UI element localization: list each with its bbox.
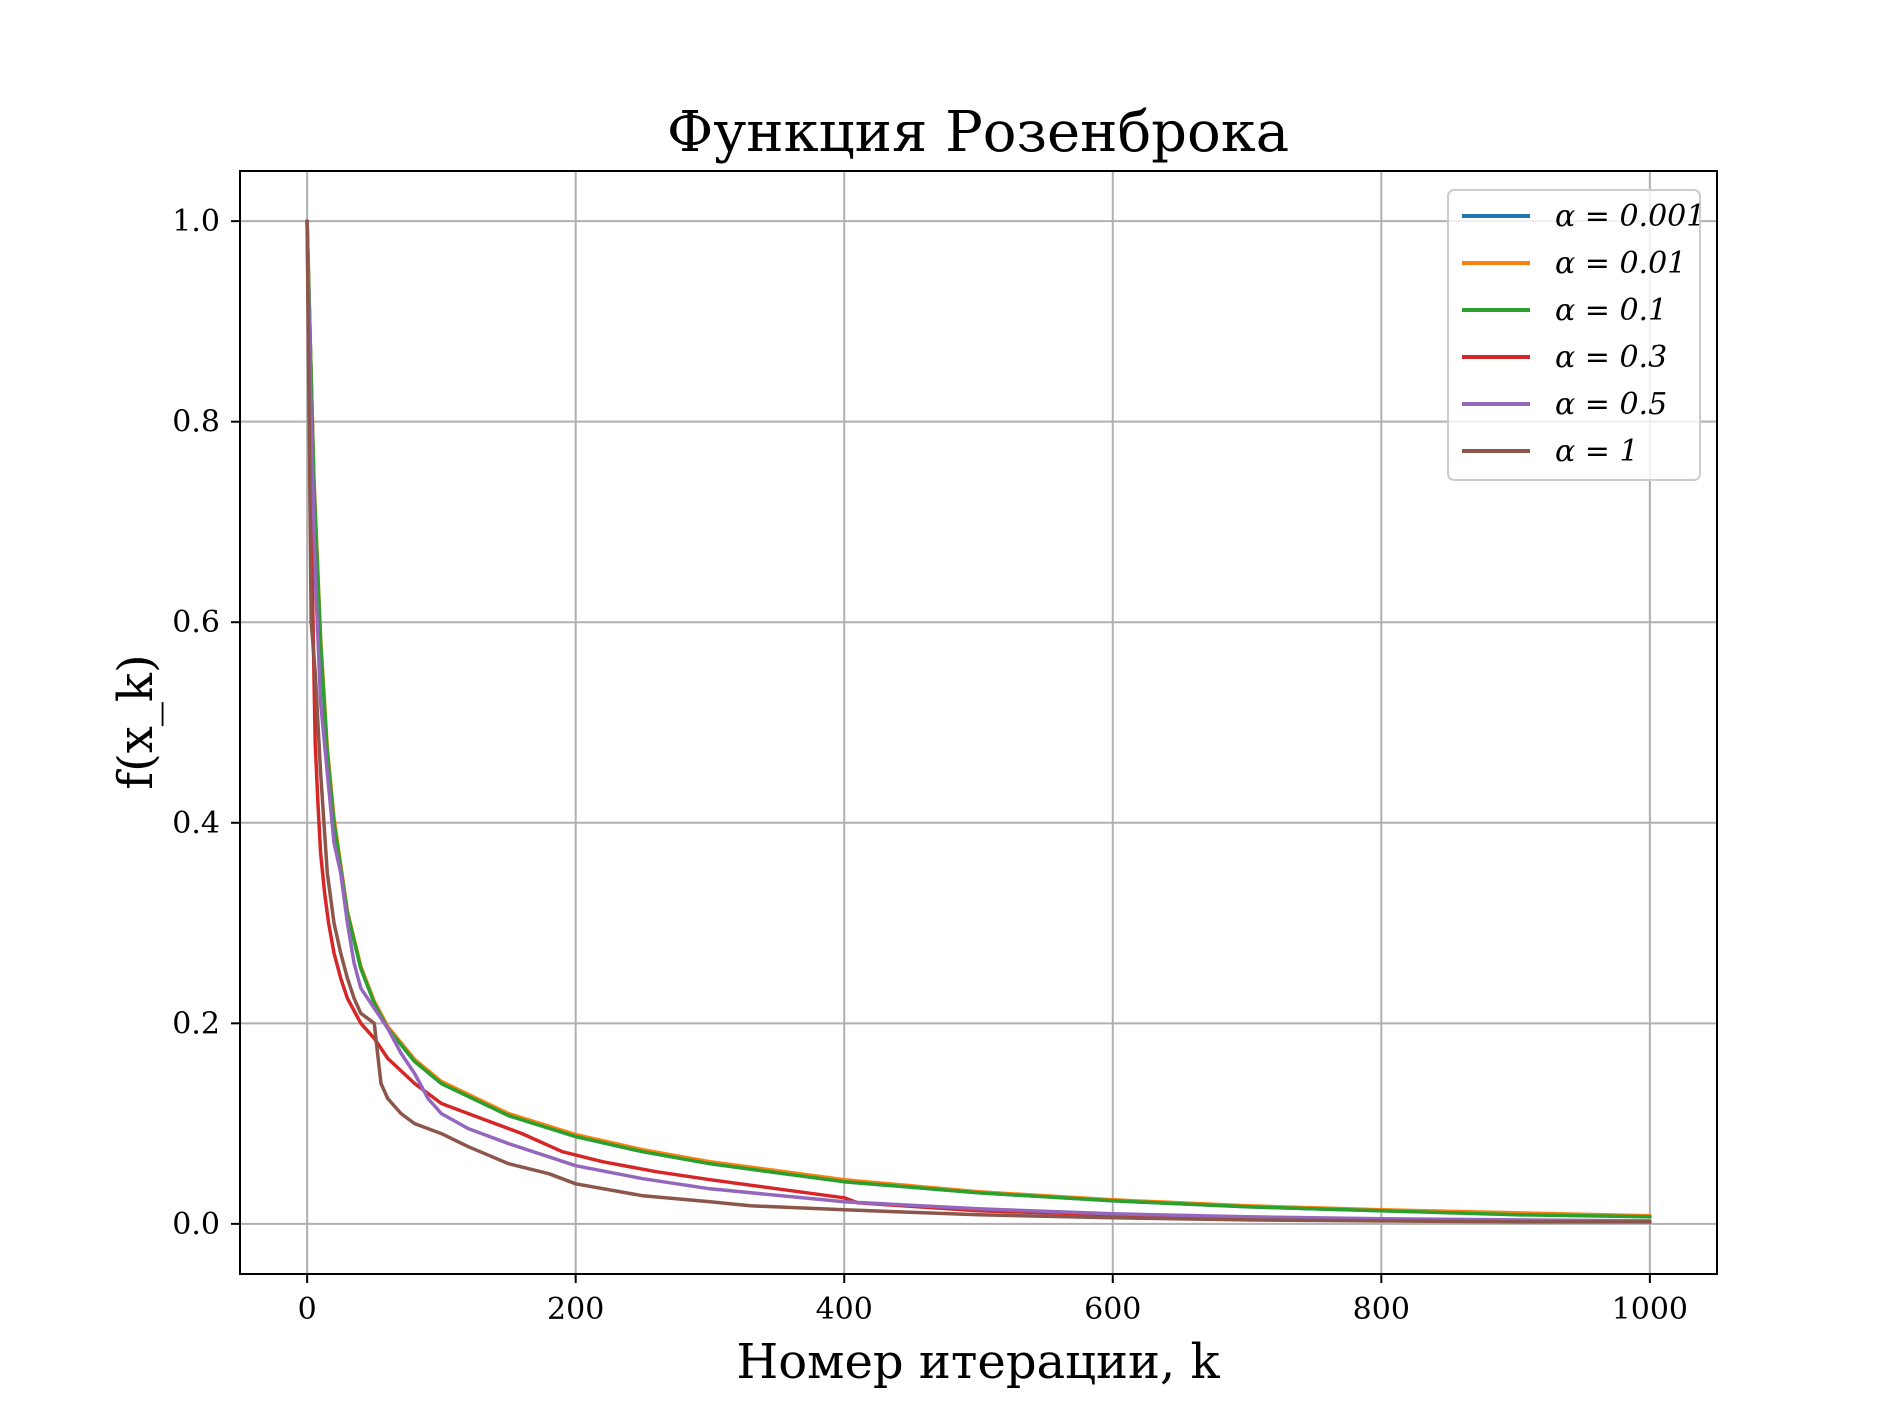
x-tick-label: 0 bbox=[298, 1292, 317, 1327]
y-tick-label: 0.0 bbox=[172, 1207, 220, 1242]
x-tick-label: 1000 bbox=[1612, 1292, 1688, 1327]
axis-ticks: 0 200 400 600 800 1000 0.0 0.2 0.4 0.6 0.8 1.0 bbox=[172, 204, 1688, 1327]
y-tick-label: 0.8 bbox=[172, 405, 220, 440]
legend-label: α = 0.5 bbox=[1555, 387, 1667, 422]
legend-label: α = 1 bbox=[1555, 434, 1639, 469]
series-line bbox=[305, 219, 1652, 1223]
plot-frame bbox=[239, 170, 1718, 1275]
legend: α = 0.001 α = 0.01 α = 0.1 α = 0.3 α = 0.5 α … bbox=[1447, 189, 1705, 481]
x-tick-label: 600 bbox=[1084, 1292, 1141, 1327]
series-line bbox=[305, 219, 1652, 1224]
legend-label: α = 0.3 bbox=[1555, 340, 1667, 375]
y-tick-label: 0.2 bbox=[172, 1006, 220, 1041]
chart-title: Функция Розенброка bbox=[667, 100, 1289, 165]
x-tick-label: 200 bbox=[547, 1292, 604, 1327]
x-tick-label: 400 bbox=[816, 1292, 873, 1327]
legend-label: α = 0.1 bbox=[1555, 293, 1667, 328]
legend-entries: α = 0.001 α = 0.01 α = 0.1 α = 0.3 α = 0.5 α … bbox=[1462, 199, 1705, 469]
y-tick-label: 1.0 bbox=[172, 204, 220, 239]
series-lines bbox=[305, 219, 1652, 1224]
series-line bbox=[305, 219, 1652, 1224]
legend-label: α = 0.001 bbox=[1555, 199, 1705, 234]
x-tick-label: 800 bbox=[1353, 1292, 1410, 1327]
legend-label: α = 0.01 bbox=[1555, 246, 1686, 281]
x-axis-title: Номер итерации, k bbox=[736, 1334, 1220, 1390]
y-axis-title: f(x_k) bbox=[108, 654, 164, 789]
y-tick-label: 0.6 bbox=[172, 605, 220, 640]
series-line bbox=[305, 219, 1652, 1219]
y-tick-label: 0.4 bbox=[172, 806, 220, 841]
